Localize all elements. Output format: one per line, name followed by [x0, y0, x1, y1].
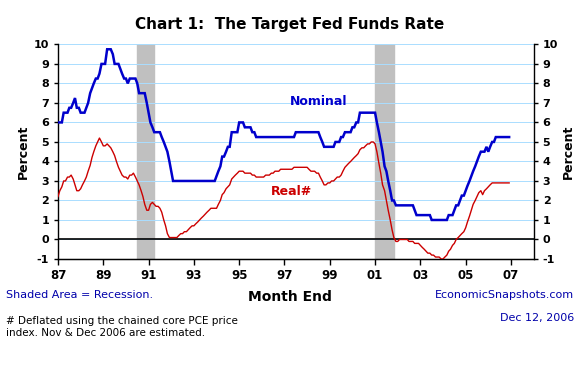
- Text: EconomicSnapshots.com: EconomicSnapshots.com: [435, 290, 574, 300]
- Text: Nominal: Nominal: [289, 95, 347, 108]
- Bar: [375, 44, 394, 259]
- Bar: [137, 44, 154, 259]
- Text: Dec 12, 2006: Dec 12, 2006: [500, 313, 574, 323]
- Y-axis label: Percent: Percent: [16, 125, 30, 179]
- Y-axis label: Percent: Percent: [562, 125, 575, 179]
- Text: # Deflated using the chained core PCE price
index. Nov & Dec 2006 are estimated.: # Deflated using the chained core PCE pr…: [6, 316, 238, 338]
- Text: Chart 1:  The Target Fed Funds Rate: Chart 1: The Target Fed Funds Rate: [135, 17, 445, 32]
- Text: Real#: Real#: [271, 185, 312, 198]
- Text: Month End: Month End: [248, 290, 332, 305]
- Text: Shaded Area = Recession.: Shaded Area = Recession.: [6, 290, 153, 300]
